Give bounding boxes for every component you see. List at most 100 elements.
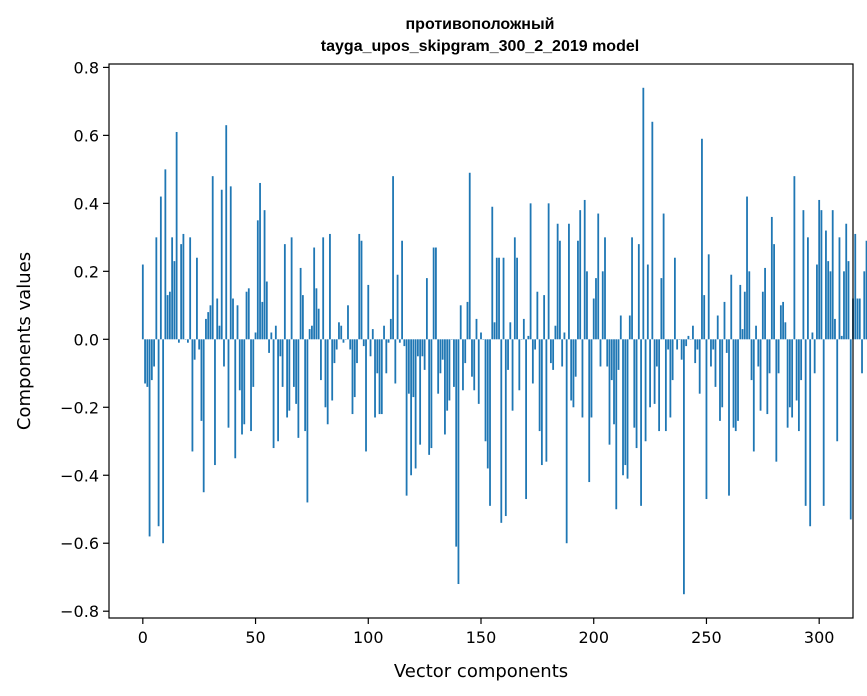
bar [292,339,295,387]
bar [392,176,394,340]
bar [317,308,320,340]
bar [468,172,471,340]
bar [694,339,697,364]
bar [590,339,593,418]
bar [236,305,239,340]
bar [755,325,757,340]
bar [622,339,624,476]
bar [712,339,715,350]
bar [804,339,807,506]
bar [640,339,642,506]
bar [730,274,733,340]
bar [466,301,469,340]
bar [653,339,656,404]
bar [606,339,609,367]
bar [177,339,180,343]
bar [577,240,579,340]
bar [516,257,518,340]
bar [299,267,302,340]
bar [218,325,221,340]
bar [263,210,266,340]
bar [229,186,232,340]
bar [340,325,343,340]
bar [475,318,478,340]
bar [146,339,149,387]
bar [389,318,392,340]
bar [159,196,162,340]
bar [437,339,440,394]
y-tick-label: 0.2 [74,262,99,281]
bar [644,339,647,442]
bar [407,339,410,394]
bar [601,271,604,340]
bar [608,339,611,445]
bar [376,339,379,374]
bar [414,339,417,469]
bar [775,339,778,462]
bar [604,237,606,340]
bar [371,329,374,340]
bar [507,339,509,370]
bar [495,257,498,340]
bar [430,339,433,449]
bar [462,339,464,391]
bar [383,325,385,340]
bar [825,230,827,340]
bar [297,339,300,438]
bar [667,339,670,350]
bar [552,339,555,370]
bar [795,339,798,401]
y-tick-label: −0.4 [60,466,99,485]
bar [802,210,805,340]
bar [642,87,645,340]
bar [272,339,275,449]
bar [441,339,444,360]
bar [701,138,703,340]
bar [748,271,751,340]
bar [365,339,367,452]
bar [768,339,771,374]
bar [324,339,327,408]
bar [818,199,821,340]
bar [565,339,568,544]
bar [304,339,307,432]
bar [658,339,661,432]
bar [486,339,489,469]
bar [509,322,512,340]
bar [536,291,539,340]
bar [245,291,248,340]
bar [225,125,228,340]
x-tick-label: 0 [138,628,148,647]
bar [432,247,435,340]
bar [374,339,376,418]
bar [182,233,185,340]
bar [268,339,270,353]
bar [797,339,800,432]
bar [811,332,814,340]
bar [500,339,503,523]
bar [619,315,622,340]
bar [189,237,192,340]
bar [313,247,316,340]
bar [676,339,679,350]
bar [568,223,570,340]
bar [198,339,201,350]
bar [728,339,730,496]
bar [338,322,340,340]
bar [164,169,167,340]
bar [554,325,557,340]
bar [827,261,830,340]
bar [786,339,789,428]
bar [380,339,383,415]
bar [750,339,753,381]
bar [840,335,843,340]
y-axis-ticks: 0.8 0.6 0.4 0.2 0.0 −0.2 −0.4 −0.6 −0.8 [60,58,109,621]
bar [831,210,834,340]
bar [216,298,219,340]
chart-title-line1: противоположный [406,16,555,33]
bar [166,295,169,340]
bar [484,339,487,442]
bar [320,339,322,381]
bar [723,301,726,340]
bar [563,332,566,340]
